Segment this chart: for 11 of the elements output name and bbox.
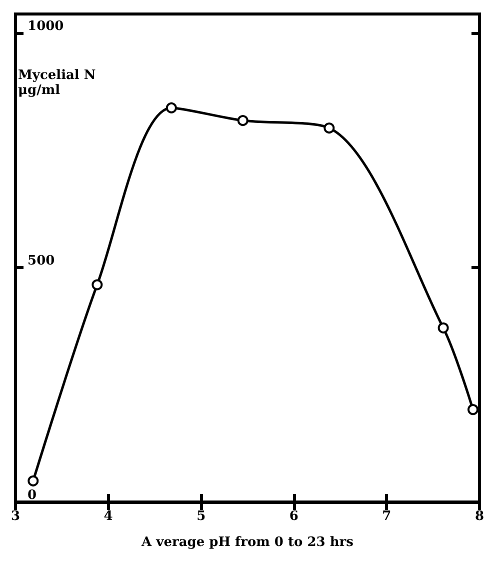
x-axis-title: A verage pH from 0 to 23 hrs xyxy=(140,535,354,550)
x-tick-label: 4 xyxy=(104,509,113,524)
y-axis-title: Mycelial N μg/ml xyxy=(18,68,96,98)
y-tick-label: 500 xyxy=(28,253,55,268)
y-tick-label: 1000 xyxy=(28,18,64,34)
x-tick-label: 5 xyxy=(196,509,206,524)
y-tick-label: 0 xyxy=(28,488,37,503)
x-tick-label: 3 xyxy=(11,509,20,524)
x-tick-label: 7 xyxy=(382,509,392,524)
x-tick-label: 8 xyxy=(474,509,484,524)
x-tick-label: 6 xyxy=(289,509,298,524)
